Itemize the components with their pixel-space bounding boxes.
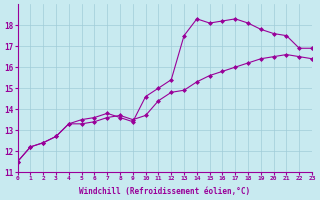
X-axis label: Windchill (Refroidissement éolien,°C): Windchill (Refroidissement éolien,°C) [79,187,250,196]
